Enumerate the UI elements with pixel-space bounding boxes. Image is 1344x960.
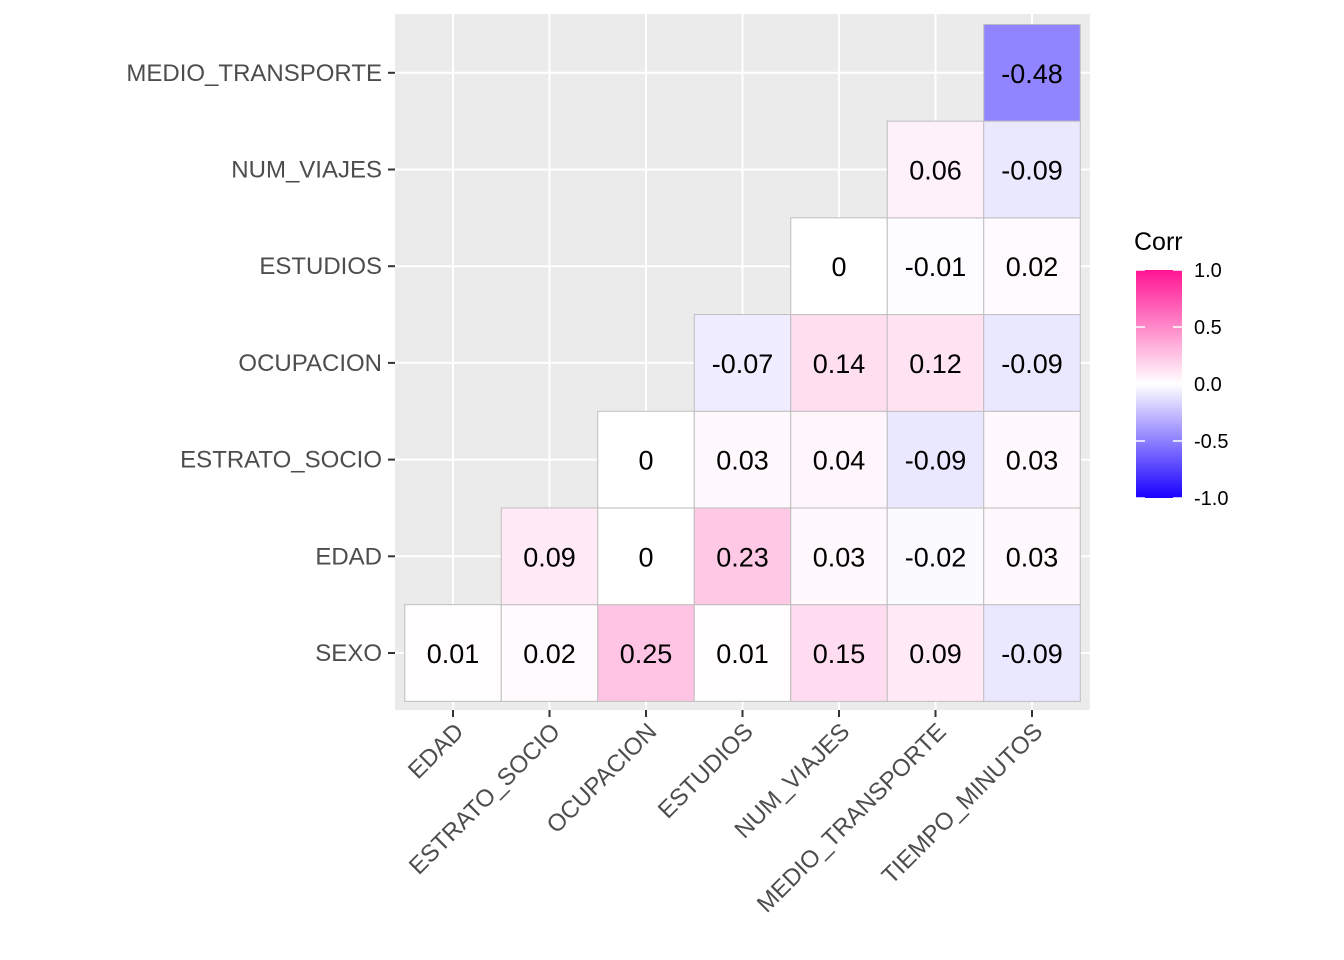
tile-ocupacion-estudios [693,314,792,412]
cell-label-edad-tiempo-minutos: 0.03 [1006,542,1059,572]
cell-label-sexo-ocupacion: 0.25 [620,639,673,669]
legend-tick-label-3: -0.5 [1194,431,1228,453]
tile-num-viajes-medio-transporte [886,120,985,219]
legend-tick-label-0: 1.0 [1194,260,1222,282]
cell-labels: 0.01 0.02 0.25 0.01 0.15 0.09 -0.09 0.09 0 0.23 0.… [427,59,1063,669]
tile-estrato-socio-medio-transporte [886,410,985,509]
y-tick-label-estudios: ESTUDIOS [259,253,382,280]
heatmap-tiles [404,23,1081,702]
tile-sexo-medio-transporte [886,604,985,702]
tile-estrato-socio-tiempo-minutos [983,410,1081,509]
legend: Corr 1.0 0.5 0.0 -0.5 -1.0 [1134,228,1228,510]
cell-label-ocupacion-estudios: -0.07 [712,349,774,379]
cell-label-edad-estrato-socio: 0.09 [523,542,576,572]
cell-label-estrato-socio-estudios: 0.03 [716,446,769,476]
cell-label-num-viajes-medio-transporte: 0.06 [909,156,962,186]
legend-title: Corr [1134,228,1183,256]
cell-label-edad-estudios: 0.23 [716,542,769,572]
tile-edad-estudios [693,507,792,606]
x-axis: EDADESTRATO_SOCIOOCUPACIONESTUDIOSNUM_VI… [403,710,1048,918]
cell-label-estrato-socio-ocupacion: 0 [638,446,653,476]
cell-label-estrato-socio-num-viajes: 0.04 [813,446,866,476]
y-tick-label-sexo: SEXO [315,640,382,667]
legend-ticks: 1.0 0.5 0.0 -0.5 -1.0 [1136,260,1228,510]
tile-estudios-num-viajes [790,217,888,316]
tile-edad-num-viajes [790,507,888,606]
tile-sexo-estrato-socio [500,604,599,702]
legend-tick-label-1: 0.5 [1194,317,1222,339]
y-tick-label-ocupacion: OCUPACION [238,350,382,377]
y-tick-label-medio-transporte: MEDIO_TRANSPORTE [126,60,382,87]
tile-edad-ocupacion [597,507,695,606]
y-tick-label-edad: EDAD [315,543,382,570]
x-tick-label-tiempo-minutos: TIEMPO_MINUTOS [877,718,1049,890]
tile-ocupacion-medio-transporte [886,314,985,412]
cell-label-estudios-medio-transporte: -0.01 [905,252,967,282]
cell-label-sexo-edad: 0.01 [427,639,480,669]
tile-edad-tiempo-minutos [983,507,1081,606]
cell-label-estrato-socio-tiempo-minutos: 0.03 [1006,446,1059,476]
cell-label-num-viajes-tiempo-minutos: -0.09 [1001,156,1063,186]
y-axis: SEXO EDAD ESTRATO_SOCIO OCUPACION ESTUDIOS NU… [126,60,395,667]
cell-label-sexo-tiempo-minutos: -0.09 [1001,639,1063,669]
cell-label-ocupacion-num-viajes: 0.14 [813,349,866,379]
cell-label-edad-medio-transporte: -0.02 [905,542,967,572]
cell-label-sexo-estudios: 0.01 [716,639,769,669]
tile-sexo-ocupacion [597,604,695,702]
cell-label-edad-ocupacion: 0 [638,542,653,572]
tile-num-viajes-tiempo-minutos [983,120,1081,219]
x-tick-label-estudios: ESTUDIOS [653,718,759,824]
cell-label-sexo-medio-transporte: 0.09 [909,639,962,669]
x-tick-label-medio-transporte: MEDIO_TRANSPORTE [752,718,952,918]
cell-label-ocupacion-tiempo-minutos: -0.09 [1001,349,1063,379]
cell-label-ocupacion-medio-transporte: 0.12 [909,349,962,379]
cell-label-medio-transporte-tiempo-minutos: -0.48 [1001,59,1063,89]
tile-ocupacion-tiempo-minutos [983,314,1081,412]
tile-estudios-medio-transporte [886,217,985,316]
y-tick-label-estrato-socio: ESTRATO_SOCIO [180,447,382,474]
tile-estrato-socio-num-viajes [790,410,888,509]
y-tick-label-num-viajes: NUM_VIAJES [231,157,382,184]
cell-label-estudios-tiempo-minutos: 0.02 [1006,252,1059,282]
tile-estrato-socio-estudios [693,410,792,509]
tile-medio-transporte-tiempo-minutos [983,23,1081,122]
cell-label-sexo-estrato-socio: 0.02 [523,639,576,669]
tile-estudios-tiempo-minutos [983,217,1081,316]
legend-tick-label-2: 0.0 [1194,374,1222,396]
tile-sexo-edad [404,604,502,702]
cell-label-sexo-num-viajes: 0.15 [813,639,866,669]
legend-tick-label-4: -1.0 [1194,488,1228,510]
tile-edad-estrato-socio [500,507,599,606]
x-tick-label-edad: EDAD [403,718,469,784]
cell-label-edad-num-viajes: 0.03 [813,542,866,572]
cell-label-estudios-num-viajes: 0 [831,252,846,282]
cell-label-estrato-socio-medio-transporte: -0.09 [905,446,967,476]
